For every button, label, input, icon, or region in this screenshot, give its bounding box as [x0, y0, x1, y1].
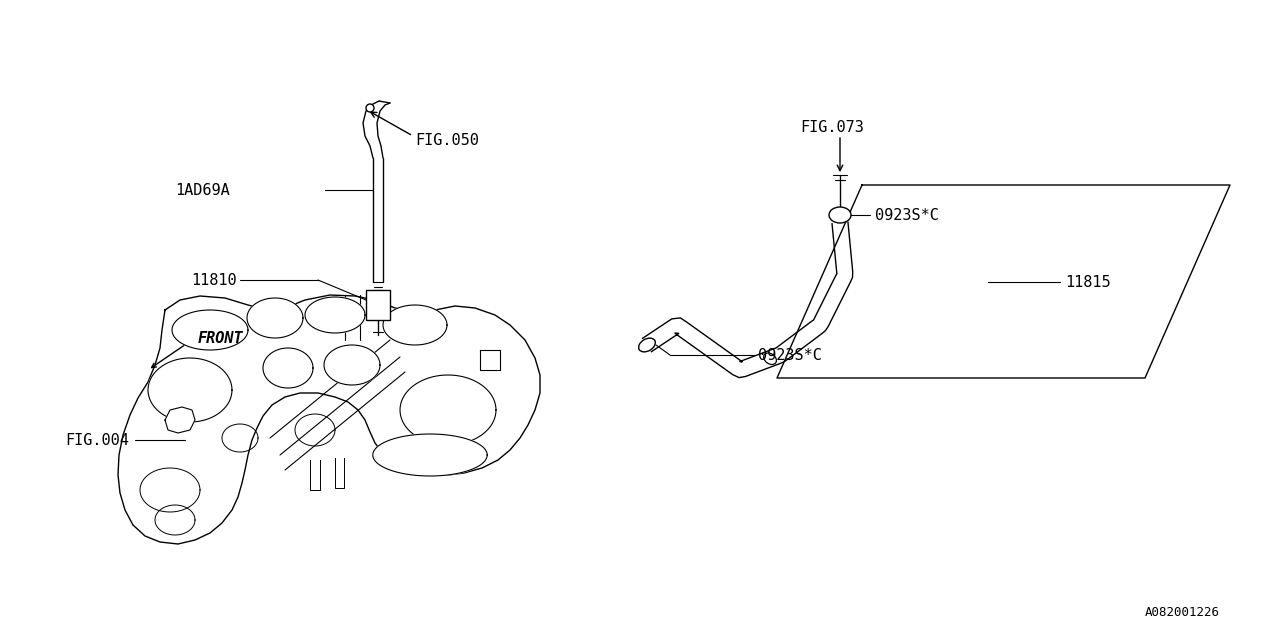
- Ellipse shape: [764, 353, 777, 365]
- Polygon shape: [324, 345, 380, 385]
- Polygon shape: [383, 305, 447, 345]
- Polygon shape: [262, 348, 314, 388]
- Polygon shape: [165, 407, 195, 433]
- Text: 1AD69A: 1AD69A: [175, 182, 230, 198]
- Text: 0923S*C: 0923S*C: [758, 348, 822, 362]
- Text: 11815: 11815: [1065, 275, 1111, 289]
- Text: FRONT: FRONT: [198, 330, 243, 346]
- Text: FIG.004: FIG.004: [65, 433, 129, 447]
- Text: 0923S*C: 0923S*C: [876, 207, 938, 223]
- Ellipse shape: [829, 207, 851, 223]
- Polygon shape: [247, 298, 303, 338]
- Polygon shape: [140, 468, 200, 512]
- Polygon shape: [305, 297, 365, 333]
- Polygon shape: [118, 295, 540, 544]
- Text: FIG.050: FIG.050: [415, 132, 479, 147]
- Text: FIG.073: FIG.073: [800, 120, 864, 134]
- Text: A082001226: A082001226: [1146, 605, 1220, 618]
- Polygon shape: [401, 375, 497, 445]
- Polygon shape: [172, 310, 248, 350]
- Bar: [366, 290, 390, 320]
- Ellipse shape: [639, 338, 655, 352]
- Circle shape: [366, 104, 374, 112]
- Text: 11810: 11810: [192, 273, 237, 287]
- Polygon shape: [148, 358, 232, 422]
- Polygon shape: [372, 434, 488, 476]
